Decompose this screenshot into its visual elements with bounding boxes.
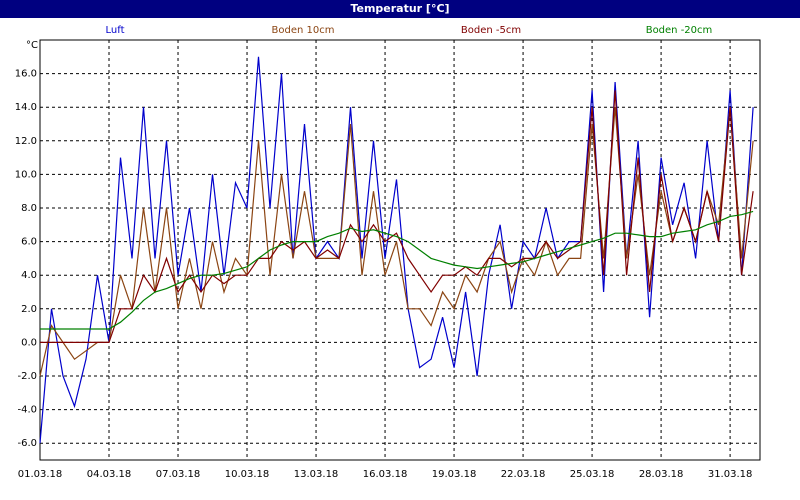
series-line <box>40 90 754 343</box>
y-tick-label: 8.0 <box>21 203 37 214</box>
legend-entry: Boden -20cm <box>646 25 713 36</box>
y-tick-label: 14.0 <box>15 102 37 113</box>
x-tick-label: 07.03.18 <box>156 469 201 480</box>
y-tick-label: 6.0 <box>21 237 37 248</box>
y-tick-label: -6.0 <box>17 438 37 449</box>
x-tick-label: 25.03.18 <box>570 469 615 480</box>
series-line <box>40 210 754 330</box>
y-tick-label: 12.0 <box>15 136 37 147</box>
legend-entry: Boden -5cm <box>461 25 521 36</box>
y-tick-label: 2.0 <box>21 304 37 315</box>
legend-entry: Boden 10cm <box>272 25 335 36</box>
x-tick-label: 16.03.18 <box>363 469 408 480</box>
y-tick-label: 4.0 <box>21 270 37 281</box>
y-tick-label: 10.0 <box>15 169 37 180</box>
x-tick-label: 28.03.18 <box>639 469 684 480</box>
x-tick-label: 13.03.18 <box>294 469 339 480</box>
legend-entry: Luft <box>106 25 125 36</box>
title-bar <box>0 0 800 18</box>
x-tick-label: 10.03.18 <box>225 469 270 480</box>
x-tick-label: 19.03.18 <box>432 469 477 480</box>
y-tick-label: -2.0 <box>17 371 37 382</box>
series-line <box>39 56 754 444</box>
x-tick-label: 01.03.18 <box>18 469 63 480</box>
chart-title: Temperatur [°C] <box>350 2 449 15</box>
x-tick-label: 22.03.18 <box>501 469 546 480</box>
y-tick-label: -4.0 <box>17 405 37 416</box>
x-tick-label: 31.03.18 <box>708 469 753 480</box>
y-tick-label: 16.0 <box>15 69 37 80</box>
y-unit: °C <box>26 40 38 51</box>
x-tick-label: 04.03.18 <box>87 469 132 480</box>
y-tick-label: 0.0 <box>21 337 37 348</box>
